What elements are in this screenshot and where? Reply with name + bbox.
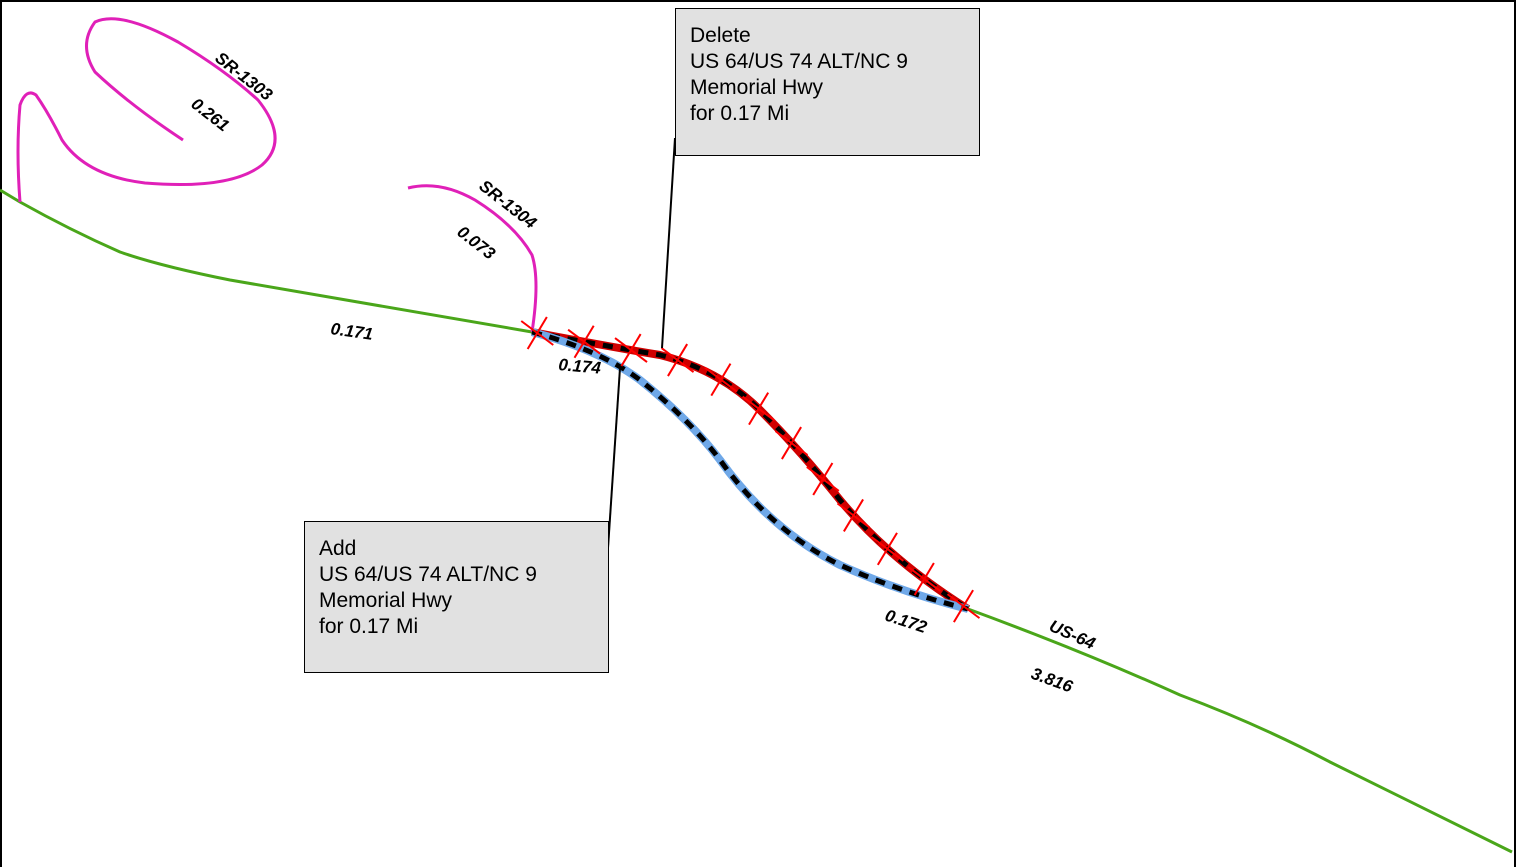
delete-x-marker — [774, 426, 809, 460]
add-callout-line-3: Memorial Hwy — [319, 589, 453, 612]
delete-x-marker — [836, 498, 871, 532]
added-segment-length-label: 0.174 — [558, 355, 603, 378]
sr1303-name-label: SR-1303 — [212, 48, 277, 105]
sr1303-length-label: 0.261 — [188, 94, 233, 135]
delete-callout-leader — [661, 137, 676, 349]
add-callout-leader — [607, 367, 621, 549]
add-callout: Add US 64/US 74 ALT/NC 9 Memorial Hwy fo… — [304, 521, 609, 673]
delete-x-marker — [806, 462, 840, 496]
delete-x-marker — [907, 562, 941, 596]
us64-west-segment[interactable] — [0, 188, 533, 334]
sr1304-length-label: 0.073 — [454, 222, 500, 263]
delete-x-marker — [614, 333, 648, 367]
added-segment-dash — [531, 329, 969, 612]
delete-callout-line-3: Memorial Hwy — [690, 76, 824, 99]
delete-callout-line-1: Delete — [690, 24, 751, 47]
deletion-markers — [520, 316, 981, 623]
add-callout-line-1: Add — [319, 537, 357, 560]
us64-east-segment[interactable] — [967, 607, 1513, 854]
add-callout-line-2: US 64/US 74 ALT/NC 9 — [319, 563, 537, 586]
us64-east-length-label: 3.816 — [1029, 664, 1076, 697]
deleted-segment-dash — [531, 329, 970, 612]
delete-callout-line-4: for 0.17 Mi — [690, 102, 790, 125]
delete-x-marker — [704, 363, 738, 397]
delete-callout: Delete US 64/US 74 ALT/NC 9 Memorial Hwy… — [675, 8, 980, 156]
delete-x-marker — [520, 316, 554, 350]
delete-x-marker — [567, 325, 601, 359]
deleted-segment-length-label: 0.172 — [883, 606, 930, 637]
us64-west-length-label: 0.171 — [329, 319, 374, 344]
delete-x-marker — [741, 392, 776, 426]
add-callout-line-4: for 0.17 Mi — [319, 615, 419, 638]
sr1303-route[interactable] — [16, 17, 277, 203]
delete-x-marker — [870, 532, 905, 566]
delete-callout-line-2: US 64/US 74 ALT/NC 9 — [690, 50, 908, 73]
delete-x-marker — [660, 343, 695, 377]
sr1304-route[interactable] — [407, 184, 538, 333]
delete-x-marker — [946, 589, 981, 623]
